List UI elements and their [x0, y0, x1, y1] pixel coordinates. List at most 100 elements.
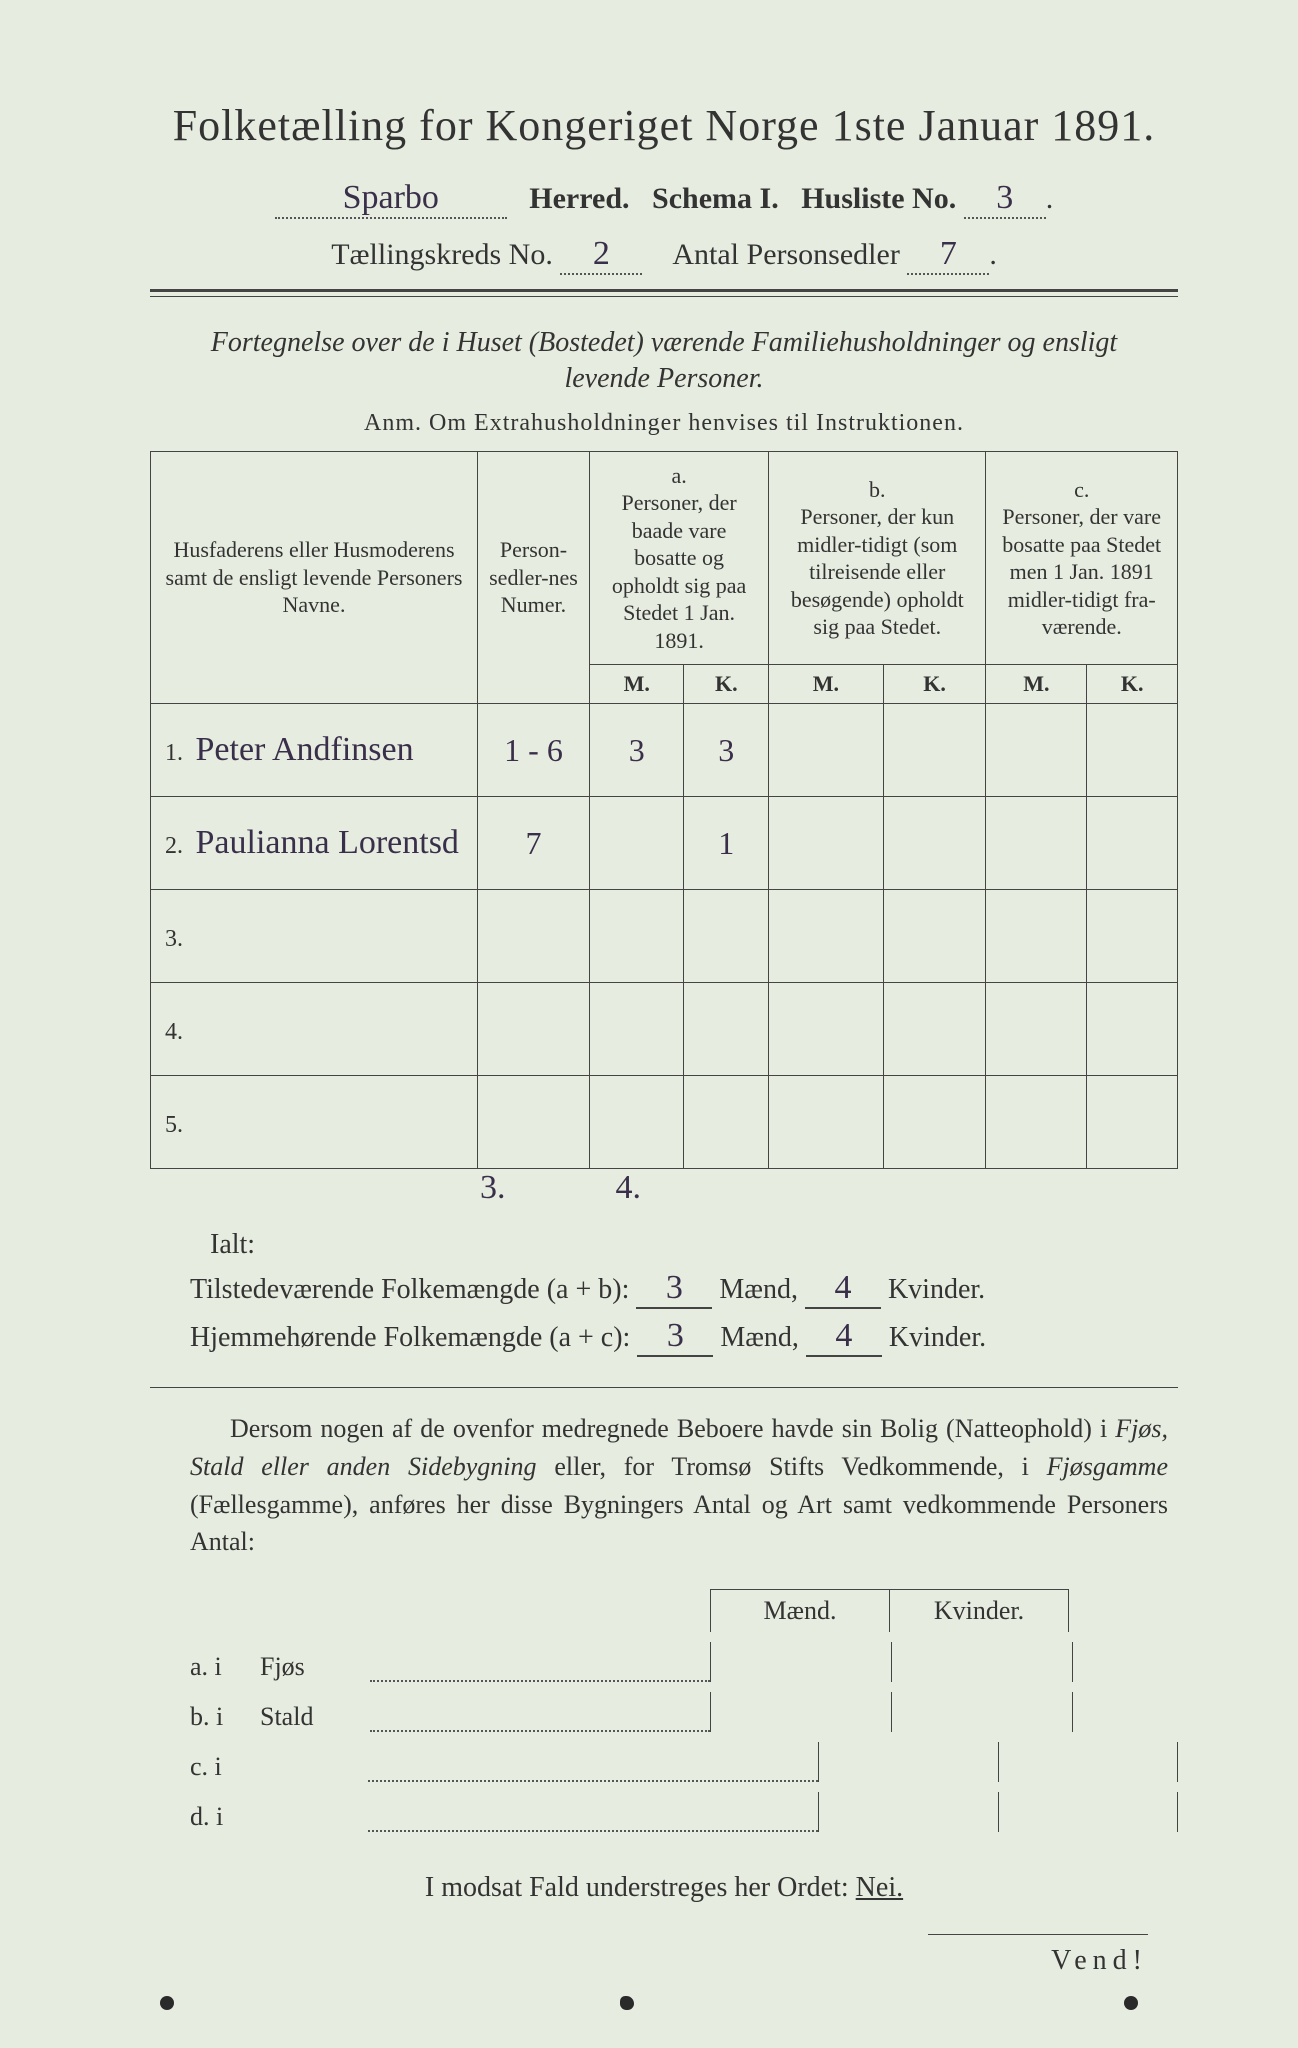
sum-line-2: Hjemmehørende Folkemængde (a + c): 3 Mæn… [190, 1317, 1178, 1357]
col-c-top: c. [994, 476, 1169, 504]
row-numer [478, 890, 590, 983]
cell-b-m [769, 983, 884, 1076]
mk-k: Kvinder. [890, 1589, 1069, 1632]
cell-b-m [769, 890, 884, 983]
fjos-b-lab: b. i [190, 1702, 260, 1732]
punch-mark-icon [620, 1996, 634, 2010]
row-numer: 1 - 6 [478, 704, 590, 797]
sum-line-1: Tilstedeværende Folkemængde (a + b): 3 M… [190, 1269, 1178, 1309]
header-line-2: Tællingskreds No. 2 Antal Personsedler 7… [150, 235, 1178, 275]
cell-b-k [883, 1076, 986, 1169]
row-numer [478, 1076, 590, 1169]
cell-b-m [769, 704, 884, 797]
fjos-row-a: a. i Fjøs [190, 1642, 1178, 1682]
cell-c-m [986, 890, 1087, 983]
para-t1: Dersom nogen af de ovenfor medregnede Be… [230, 1414, 1115, 1443]
cell-b-k [883, 797, 986, 890]
cell-b-m [769, 1076, 884, 1169]
nei-line: I modsat Fald understreges her Ordet: Ne… [150, 1872, 1178, 1904]
sum2-k: 4 [806, 1317, 882, 1357]
fjos-row-d: d. i [190, 1792, 1178, 1832]
fjos-a-lab: a. i [190, 1652, 260, 1682]
cell-c-k [1087, 704, 1178, 797]
col-numer-header: Person-sedler-nes Numer. [478, 451, 590, 704]
table-row: 4. [151, 983, 1178, 1076]
sum2-label: Hjemmehørende Folkemængde (a + c): [190, 1322, 630, 1353]
col-b-header: b. Personer, der kun midler-tidigt (som … [769, 451, 986, 665]
cell-a-m [590, 797, 684, 890]
table-row: 3. [151, 890, 1178, 983]
nei-word: Nei. [856, 1872, 903, 1903]
mk-header: Mænd. Kvinder. [710, 1589, 1178, 1632]
col-b-top: b. [777, 476, 977, 504]
cell-c-m [986, 983, 1087, 1076]
cell-c-k [1087, 890, 1178, 983]
herred-value: Sparbo [275, 179, 507, 219]
col-b-text: Personer, der kun midler-tidigt (som til… [777, 503, 977, 641]
husliste-value: 3 [964, 179, 1046, 219]
table-row: 5. [151, 1076, 1178, 1169]
sum2-m: 3 [637, 1317, 713, 1357]
sum1-m: 3 [636, 1269, 712, 1309]
cell-c-k [1087, 1076, 1178, 1169]
fjos-b-txt: Stald [260, 1702, 370, 1732]
row-numer [478, 983, 590, 1076]
cell-b-m [769, 797, 884, 890]
col-a-header: a. Personer, der baade vare bosatte og o… [590, 451, 769, 665]
para-it2: Fjøsgamme [1047, 1452, 1168, 1481]
ialt-k: 4. [616, 1169, 642, 1207]
box-m [710, 1642, 891, 1682]
cell-a-k [684, 1076, 769, 1169]
fjos-row-c: c. i [190, 1742, 1178, 1782]
kreds-label: Tællingskreds No. [331, 238, 553, 271]
c-k: K. [1087, 665, 1178, 704]
box-m [818, 1792, 997, 1832]
cell-c-m [986, 1076, 1087, 1169]
cell-a-m: 3 [590, 704, 684, 797]
box-m [818, 1742, 997, 1782]
household-table: Husfaderens eller Husmoderens samt de en… [150, 451, 1178, 1170]
a-k: K. [684, 665, 769, 704]
table-row: 2. Paulianna Lorentsd 7 1 [151, 797, 1178, 890]
cell-c-m [986, 797, 1087, 890]
fjos-c-lab: c. i [190, 1752, 259, 1782]
sum2-kvinder: Kvinder. [889, 1322, 986, 1353]
cell-a-m [590, 890, 684, 983]
dots [368, 1751, 818, 1782]
herred-label: Herred. [529, 182, 629, 215]
punch-mark-icon [1124, 1996, 1138, 2010]
ialt-totals: 3. 4. [480, 1169, 1178, 1207]
cell-c-m [986, 704, 1087, 797]
cell-a-m [590, 983, 684, 1076]
box-k [998, 1742, 1178, 1782]
header-line-1: Sparbo Herred. Schema I. Husliste No. 3. [150, 179, 1178, 219]
mk-m: Mænd. [710, 1589, 890, 1632]
nei-text: I modsat Fald understreges her Ordet: [425, 1872, 856, 1903]
kreds-value: 2 [560, 235, 642, 275]
schema-label: Schema I. [652, 182, 779, 215]
row-name: Paulianna Lorentsd [196, 824, 459, 861]
vend-label: Vend! [928, 1934, 1148, 1977]
b-m: M. [769, 665, 884, 704]
ialt-label: Ialt: [210, 1229, 1178, 1261]
box-k [891, 1642, 1073, 1682]
row-num: 3. [165, 926, 189, 953]
c-m: M. [986, 665, 1087, 704]
fjos-list: a. i Fjøs b. i Stald c. i d. i [190, 1642, 1178, 1832]
sum1-label: Tilstedeværende Folkemængde (a + b): [190, 1274, 629, 1305]
cell-b-k [883, 983, 986, 1076]
row-num: 5. [165, 1112, 189, 1139]
cell-c-k [1087, 797, 1178, 890]
anm-text: Anm. Om Extrahusholdninger henvises til … [150, 410, 1178, 437]
dots [370, 1651, 710, 1682]
box-k [998, 1792, 1178, 1832]
antal-label: Antal Personsedler [672, 238, 899, 271]
box-m [710, 1692, 891, 1732]
fjos-d-lab: d. i [190, 1802, 259, 1832]
fjos-a-txt: Fjøs [260, 1652, 370, 1682]
cell-a-m [590, 1076, 684, 1169]
sum1-k: 4 [805, 1269, 881, 1309]
row-num: 1. [165, 740, 189, 767]
cell-b-k [883, 704, 986, 797]
cell-a-k: 1 [684, 797, 769, 890]
